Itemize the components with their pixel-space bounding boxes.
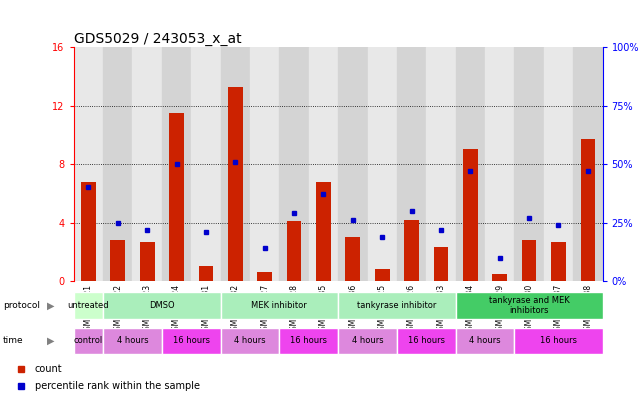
Bar bbox=[279, 47, 309, 281]
Bar bbox=[338, 292, 456, 319]
Bar bbox=[74, 47, 103, 281]
Text: ▶: ▶ bbox=[47, 336, 54, 346]
Bar bbox=[74, 328, 103, 354]
Text: control: control bbox=[74, 336, 103, 345]
Bar bbox=[103, 47, 133, 281]
Bar bbox=[316, 182, 331, 281]
Text: tankyrase inhibitor: tankyrase inhibitor bbox=[357, 301, 437, 310]
Bar bbox=[162, 328, 221, 354]
Bar bbox=[404, 220, 419, 281]
Bar bbox=[367, 47, 397, 281]
Text: untreated: untreated bbox=[67, 301, 109, 310]
Bar bbox=[221, 292, 338, 319]
Text: tankyrase and MEK
inhibitors: tankyrase and MEK inhibitors bbox=[488, 296, 569, 315]
Text: 4 hours: 4 hours bbox=[352, 336, 383, 345]
Text: 16 hours: 16 hours bbox=[540, 336, 577, 345]
Bar bbox=[551, 242, 566, 281]
Bar bbox=[397, 328, 456, 354]
Bar bbox=[199, 266, 213, 281]
Bar bbox=[375, 269, 390, 281]
Bar bbox=[463, 149, 478, 281]
Text: ▶: ▶ bbox=[47, 301, 54, 310]
Text: 16 hours: 16 hours bbox=[172, 336, 210, 345]
Text: 16 hours: 16 hours bbox=[290, 336, 328, 345]
Text: time: time bbox=[3, 336, 24, 345]
Text: GDS5029 / 243053_x_at: GDS5029 / 243053_x_at bbox=[74, 32, 242, 46]
Bar bbox=[228, 86, 243, 281]
Text: 16 hours: 16 hours bbox=[408, 336, 445, 345]
Bar bbox=[221, 47, 250, 281]
Bar bbox=[345, 237, 360, 281]
Bar bbox=[169, 113, 184, 281]
Bar bbox=[221, 328, 279, 354]
Bar bbox=[287, 221, 301, 281]
Bar bbox=[309, 47, 338, 281]
Text: count: count bbox=[35, 364, 62, 374]
Bar bbox=[133, 47, 162, 281]
Text: protocol: protocol bbox=[3, 301, 40, 310]
Bar bbox=[514, 328, 603, 354]
Text: MEK inhibitor: MEK inhibitor bbox=[251, 301, 307, 310]
Bar bbox=[338, 328, 397, 354]
Bar bbox=[110, 240, 125, 281]
Bar bbox=[103, 292, 221, 319]
Text: 4 hours: 4 hours bbox=[469, 336, 501, 345]
Bar bbox=[338, 47, 367, 281]
Bar bbox=[191, 47, 221, 281]
Bar bbox=[514, 47, 544, 281]
Bar bbox=[250, 47, 279, 281]
Bar bbox=[456, 292, 603, 319]
Text: 4 hours: 4 hours bbox=[117, 336, 148, 345]
Bar bbox=[456, 47, 485, 281]
Bar bbox=[492, 274, 507, 281]
Bar bbox=[456, 328, 514, 354]
Bar bbox=[544, 47, 573, 281]
Bar bbox=[162, 47, 191, 281]
Text: DMSO: DMSO bbox=[149, 301, 174, 310]
Text: percentile rank within the sample: percentile rank within the sample bbox=[35, 381, 200, 391]
Bar bbox=[485, 47, 514, 281]
Bar bbox=[140, 242, 154, 281]
Bar bbox=[103, 328, 162, 354]
Bar bbox=[573, 47, 603, 281]
Bar bbox=[522, 240, 537, 281]
Bar bbox=[397, 47, 426, 281]
Bar bbox=[257, 272, 272, 281]
Bar bbox=[581, 139, 595, 281]
Bar bbox=[279, 328, 338, 354]
Bar bbox=[426, 47, 456, 281]
Bar bbox=[433, 247, 448, 281]
Bar bbox=[74, 292, 103, 319]
Text: 4 hours: 4 hours bbox=[234, 336, 266, 345]
Bar bbox=[81, 182, 96, 281]
